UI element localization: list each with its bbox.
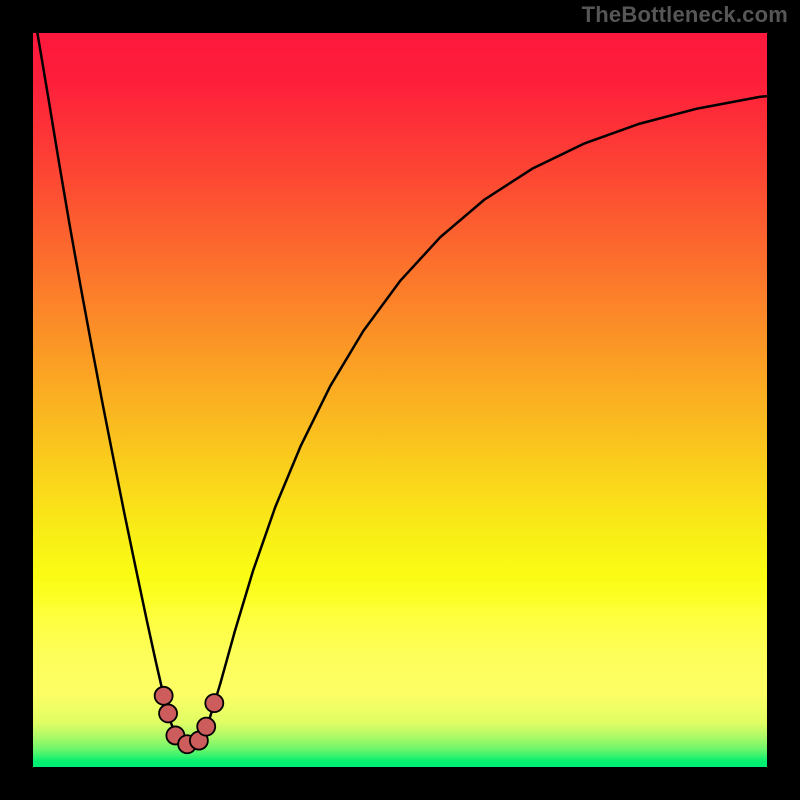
attribution-text: TheBottleneck.com <box>582 2 788 28</box>
marker-point <box>155 687 173 705</box>
bottleneck-chart <box>33 33 767 767</box>
chart-frame: TheBottleneck.com <box>0 0 800 800</box>
gradient-background <box>33 33 767 767</box>
marker-point <box>159 704 177 722</box>
marker-point <box>197 718 215 736</box>
marker-point <box>205 694 223 712</box>
